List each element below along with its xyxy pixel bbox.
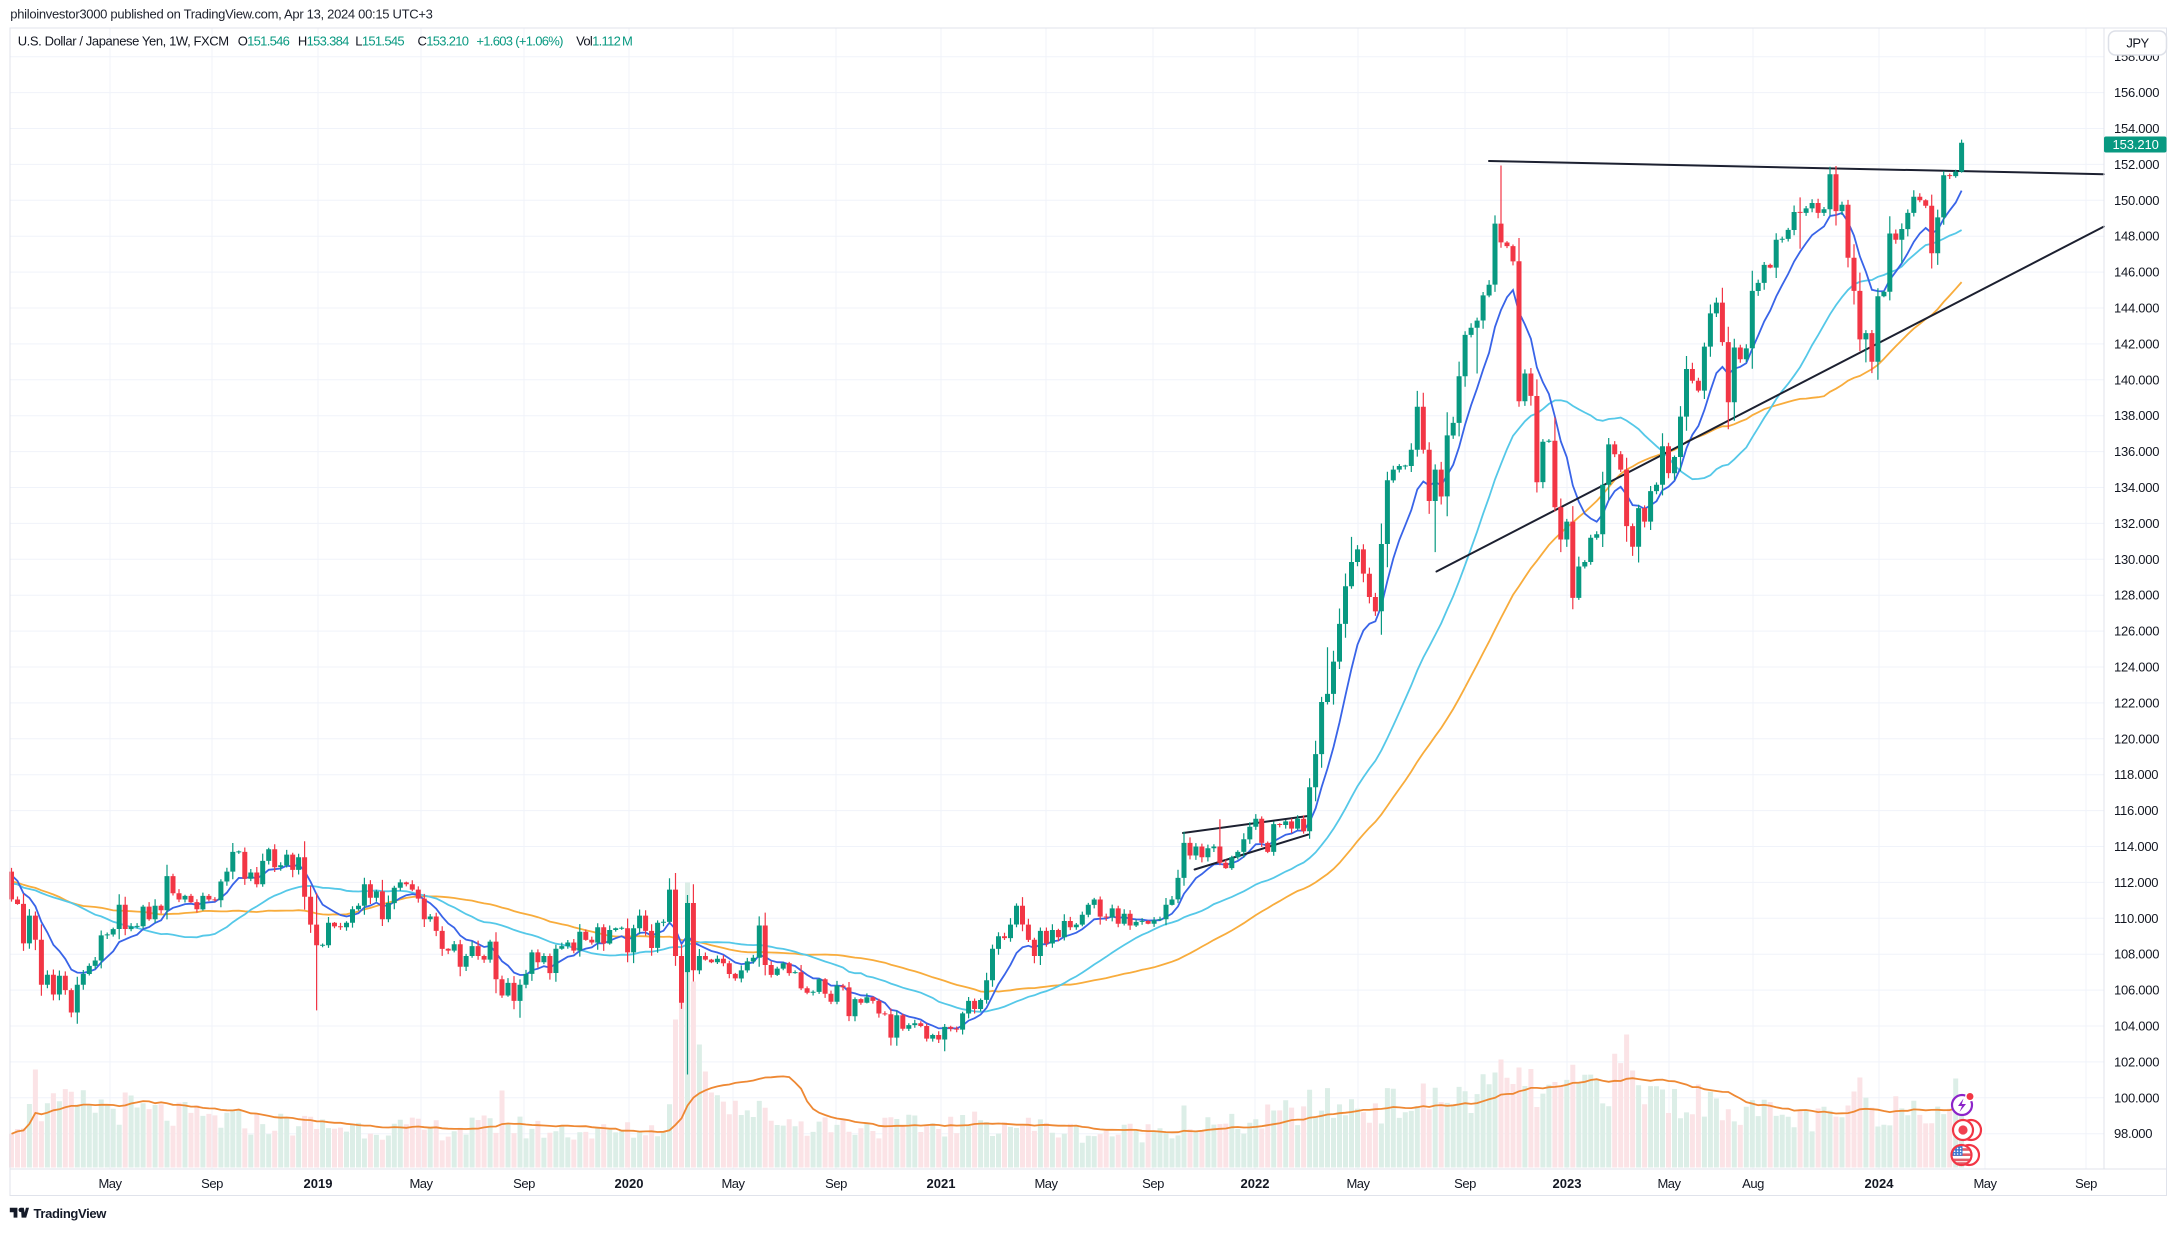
svg-text:100.000: 100.000 [2114, 1090, 2159, 1105]
svg-text:philoinvestor3000 published on: philoinvestor3000 published on TradingVi… [10, 7, 432, 22]
svg-text:Sep: Sep [825, 1176, 847, 1191]
svg-text:102.000: 102.000 [2114, 1054, 2159, 1069]
svg-text:U.S. Dollar / Japanese Yen, 1W: U.S. Dollar / Japanese Yen, 1W, FXCM [18, 34, 229, 49]
svg-text:108.000: 108.000 [2114, 947, 2159, 962]
svg-text:May: May [409, 1176, 433, 1191]
svg-text:98.000: 98.000 [2114, 1126, 2152, 1141]
svg-text:May: May [1973, 1176, 1997, 1191]
svg-text:132.000: 132.000 [2114, 516, 2159, 531]
svg-text:154.000: 154.000 [2114, 121, 2159, 136]
svg-text:TradingView: TradingView [34, 1206, 108, 1221]
svg-text:150.000: 150.000 [2114, 193, 2159, 208]
svg-text:116.000: 116.000 [2114, 803, 2158, 818]
svg-text:Aug: Aug [1742, 1176, 1764, 1191]
svg-text:148.000: 148.000 [2114, 229, 2159, 244]
svg-text:138.000: 138.000 [2114, 408, 2159, 423]
svg-text:122.000: 122.000 [2114, 695, 2159, 710]
svg-text:May: May [1657, 1176, 1681, 1191]
svg-text:146.000: 146.000 [2114, 265, 2159, 280]
svg-text:2021: 2021 [927, 1176, 956, 1191]
svg-text:140.000: 140.000 [2114, 372, 2159, 387]
svg-text:C153.210: C153.210 [418, 34, 469, 49]
svg-text:May: May [721, 1176, 745, 1191]
svg-text:2019: 2019 [304, 1176, 333, 1191]
svg-text:128.000: 128.000 [2114, 588, 2159, 603]
svg-text:130.000: 130.000 [2114, 552, 2159, 567]
svg-text:136.000: 136.000 [2114, 444, 2159, 459]
svg-text:124.000: 124.000 [2114, 660, 2159, 675]
svg-text:H153.384: H153.384 [298, 34, 349, 49]
svg-text:126.000: 126.000 [2114, 624, 2159, 639]
svg-text:Sep: Sep [1142, 1176, 1164, 1191]
svg-text:142.000: 142.000 [2114, 336, 2159, 351]
svg-text:156.000: 156.000 [2114, 85, 2159, 100]
svg-text:2022: 2022 [1241, 1176, 1270, 1191]
svg-text:110.000: 110.000 [2114, 911, 2158, 926]
svg-text:May: May [1346, 1176, 1370, 1191]
svg-text:118.000: 118.000 [2114, 767, 2158, 782]
svg-text:JPY: JPY [2126, 36, 2149, 51]
svg-text:134.000: 134.000 [2114, 480, 2159, 495]
svg-text:+1.603 (+1.06%): +1.603 (+1.06%) [476, 34, 563, 49]
svg-text:Sep: Sep [2075, 1176, 2097, 1191]
svg-text:153.210: 153.210 [2113, 137, 2159, 152]
svg-text:106.000: 106.000 [2114, 983, 2159, 998]
svg-text:2023: 2023 [1553, 1176, 1582, 1191]
svg-text:O151.546: O151.546 [238, 34, 290, 49]
svg-text:144.000: 144.000 [2114, 301, 2159, 316]
svg-text:112.000: 112.000 [2114, 875, 2158, 890]
svg-text:Sep: Sep [201, 1176, 223, 1191]
svg-text:Vol1.112 M: Vol1.112 M [576, 34, 632, 49]
svg-text:152.000: 152.000 [2114, 157, 2159, 172]
svg-text:2020: 2020 [615, 1176, 644, 1191]
svg-text:2024: 2024 [1865, 1176, 1895, 1191]
svg-text:114.000: 114.000 [2114, 839, 2158, 854]
svg-text:May: May [1034, 1176, 1058, 1191]
svg-text:Sep: Sep [1454, 1176, 1476, 1191]
svg-text:104.000: 104.000 [2114, 1019, 2159, 1034]
svg-text:May: May [98, 1176, 122, 1191]
svg-text:L151.545: L151.545 [355, 34, 404, 49]
svg-text:Sep: Sep [513, 1176, 535, 1191]
svg-text:120.000: 120.000 [2114, 731, 2159, 746]
